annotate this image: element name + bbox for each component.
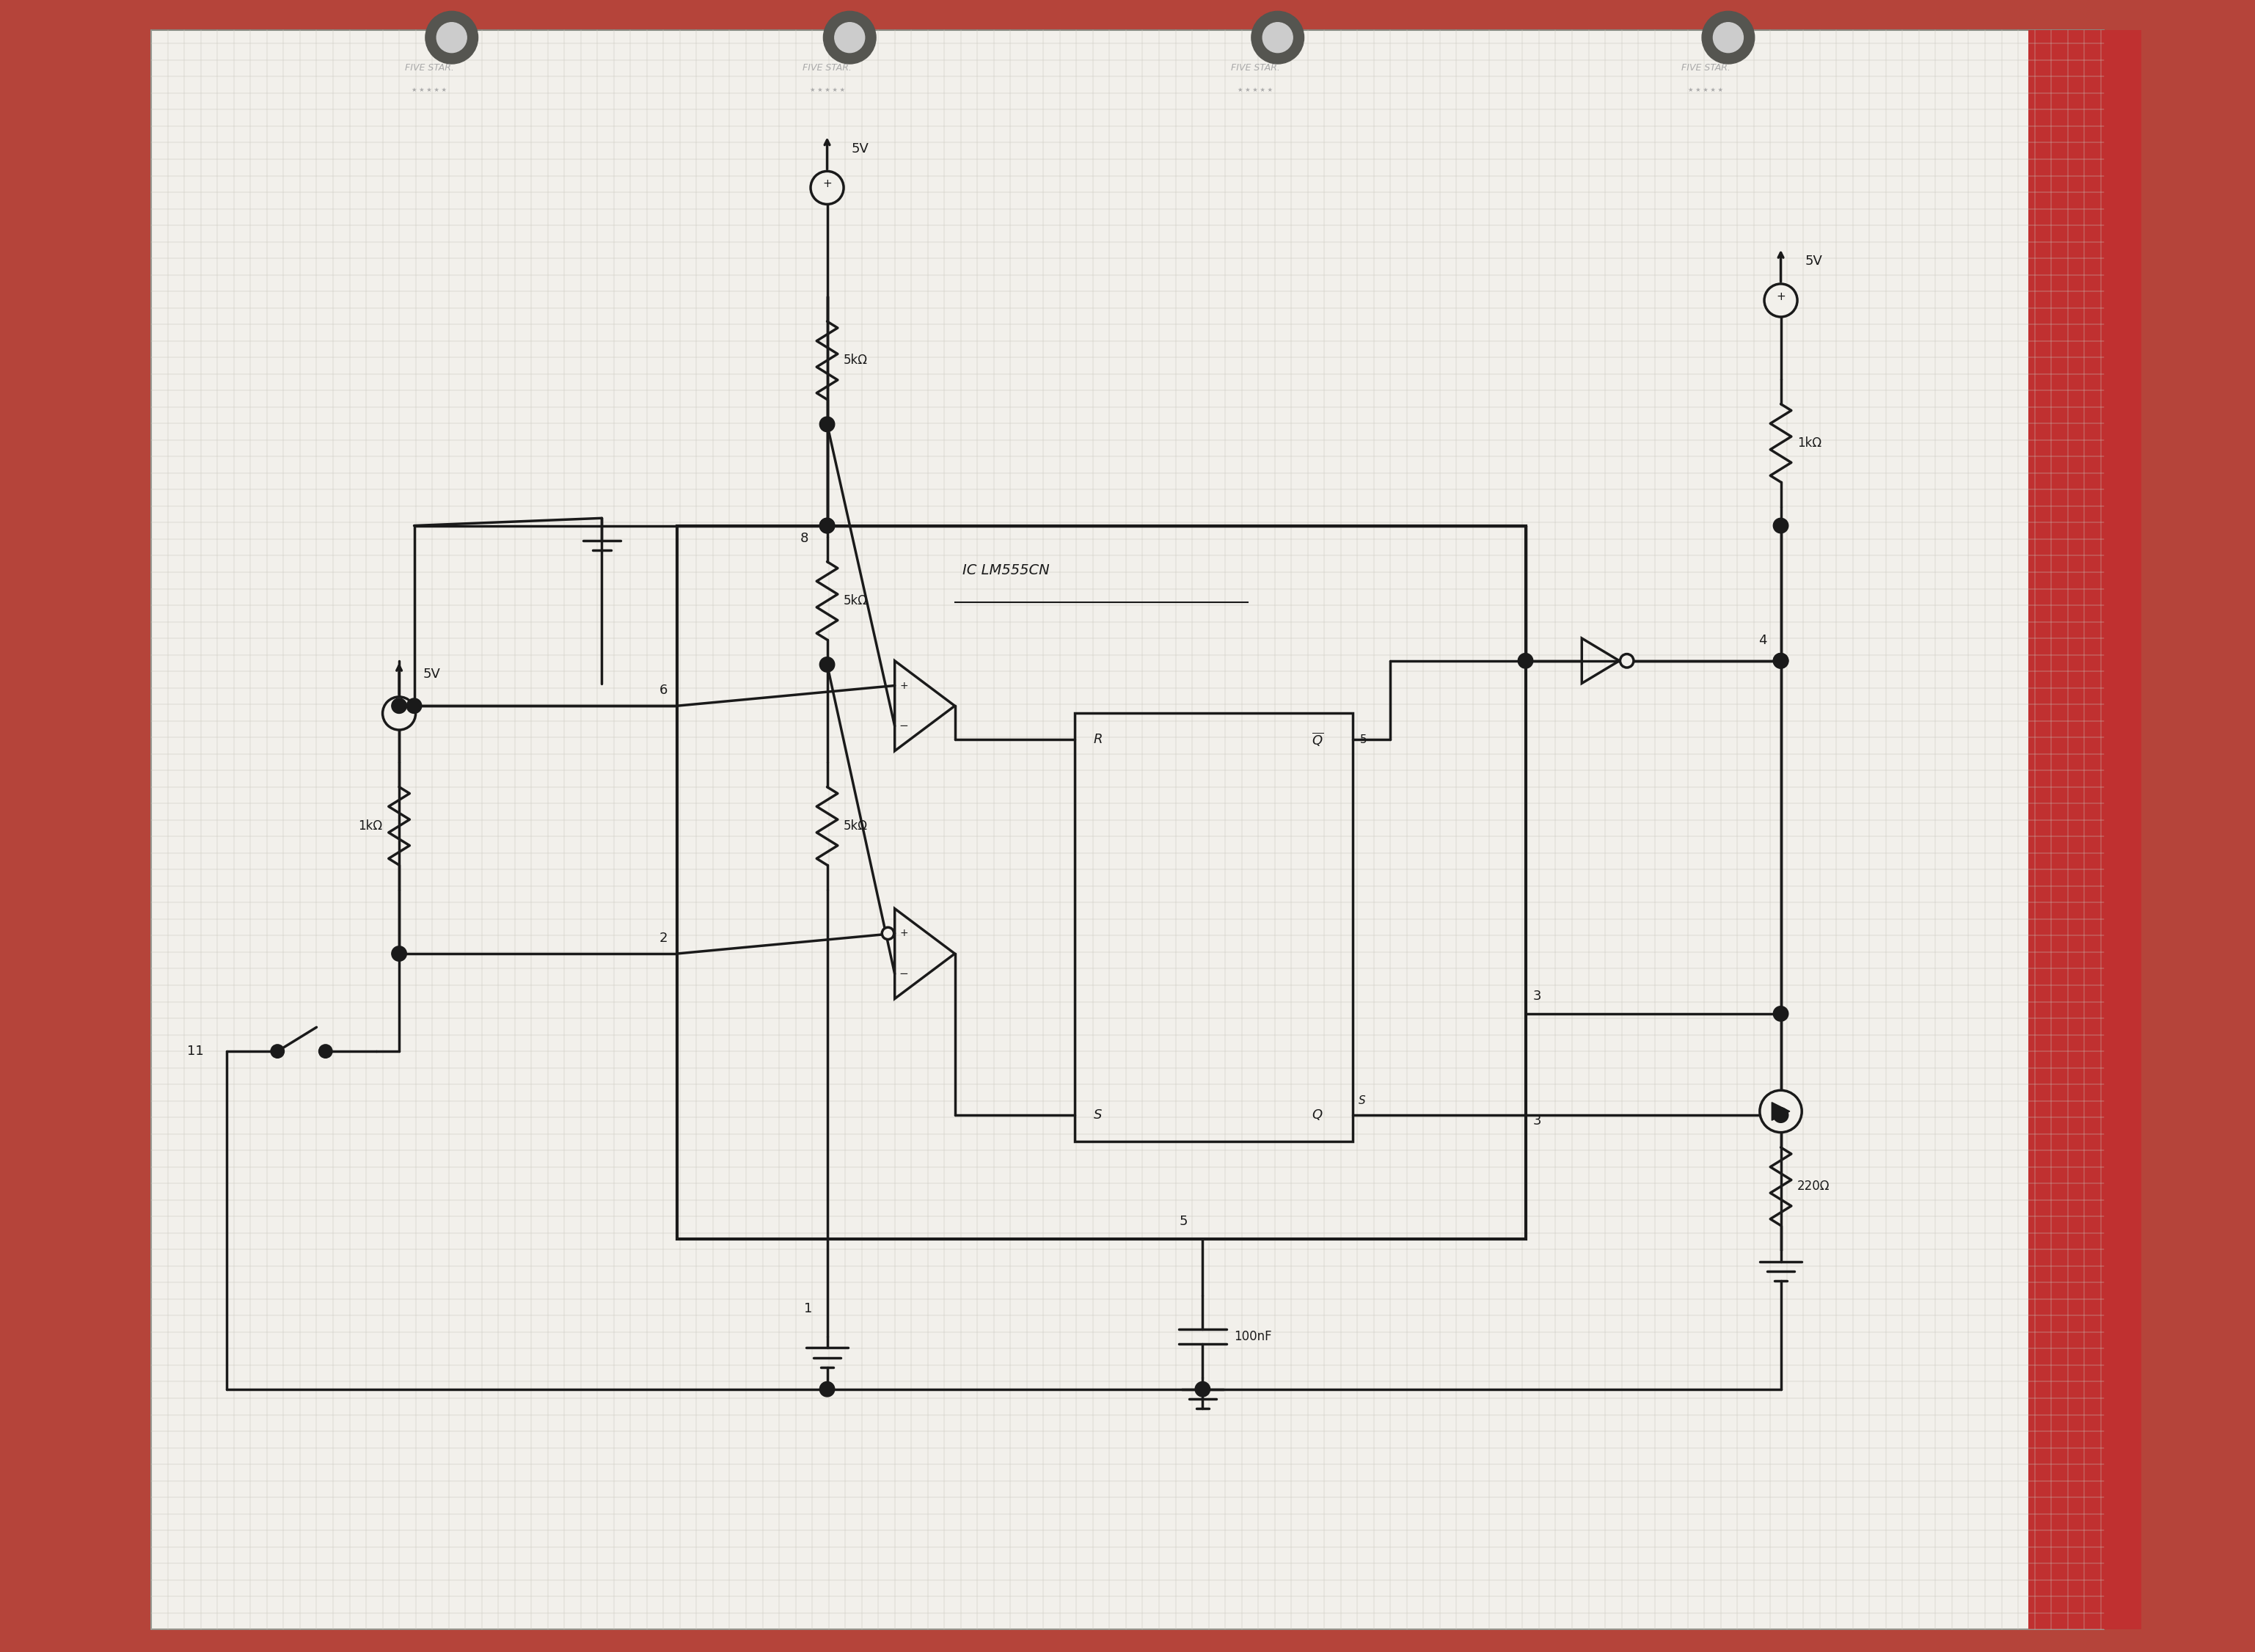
Text: 5kΩ: 5kΩ — [843, 595, 868, 608]
Text: +: + — [900, 681, 909, 691]
Circle shape — [1759, 1090, 1802, 1132]
Bar — [676, 525, 1524, 1239]
Circle shape — [383, 697, 415, 730]
Circle shape — [1714, 23, 1743, 53]
Text: 8: 8 — [801, 532, 807, 545]
Text: 5kΩ: 5kΩ — [843, 354, 868, 367]
Text: 2: 2 — [658, 932, 667, 945]
Text: +: + — [900, 928, 909, 938]
Text: FIVE STAR.: FIVE STAR. — [1682, 63, 1730, 73]
Text: 5: 5 — [1360, 733, 1367, 745]
Text: $\overline{Q}$: $\overline{Q}$ — [1312, 732, 1324, 748]
Text: 5V: 5V — [1804, 254, 1822, 268]
Text: FIVE STAR.: FIVE STAR. — [803, 63, 852, 73]
Text: 5kΩ: 5kΩ — [843, 819, 868, 833]
Circle shape — [271, 1044, 284, 1057]
Text: ★ ★ ★ ★ ★: ★ ★ ★ ★ ★ — [1689, 88, 1723, 94]
Text: 5V: 5V — [850, 142, 868, 155]
Text: FIVE STAR.: FIVE STAR. — [404, 63, 453, 73]
Circle shape — [823, 12, 875, 64]
Circle shape — [1772, 1006, 1788, 1021]
Circle shape — [819, 519, 834, 534]
Circle shape — [882, 927, 893, 940]
Text: 11: 11 — [187, 1044, 203, 1057]
Text: 220Ω: 220Ω — [1797, 1180, 1831, 1193]
Text: IC LM555CN: IC LM555CN — [963, 563, 1049, 577]
Text: 5: 5 — [1179, 1214, 1188, 1227]
Text: 1kΩ: 1kΩ — [1797, 436, 1822, 449]
Text: Q: Q — [1312, 1108, 1321, 1122]
Text: −: − — [900, 968, 909, 980]
Text: +: + — [823, 178, 832, 190]
Circle shape — [1772, 519, 1788, 534]
Text: 100nF: 100nF — [1233, 1330, 1272, 1343]
Text: ★ ★ ★ ★ ★: ★ ★ ★ ★ ★ — [810, 88, 846, 94]
Text: 3: 3 — [1533, 1115, 1542, 1128]
Circle shape — [1772, 653, 1788, 669]
Circle shape — [406, 699, 422, 714]
Circle shape — [1772, 1107, 1788, 1123]
Text: ★ ★ ★ ★ ★: ★ ★ ★ ★ ★ — [1238, 88, 1272, 94]
Text: S: S — [1094, 1108, 1103, 1122]
Text: 3: 3 — [1533, 990, 1542, 1003]
Circle shape — [834, 23, 864, 53]
Circle shape — [1195, 1381, 1211, 1396]
Circle shape — [819, 1381, 834, 1396]
Text: 5V: 5V — [424, 667, 440, 681]
Text: R: R — [1094, 733, 1103, 747]
Text: 1: 1 — [803, 1302, 812, 1315]
Text: +: + — [395, 704, 404, 715]
Text: ★ ★ ★ ★ ★: ★ ★ ★ ★ ★ — [413, 88, 446, 94]
Text: FIVE STAR.: FIVE STAR. — [1231, 63, 1279, 73]
Circle shape — [819, 519, 834, 534]
Circle shape — [1263, 23, 1292, 53]
Bar — [1076, 714, 1353, 1142]
Circle shape — [392, 699, 406, 714]
Text: −: − — [900, 720, 909, 732]
Text: S: S — [1360, 1095, 1367, 1107]
Text: 1kΩ: 1kΩ — [359, 819, 383, 833]
Circle shape — [1518, 653, 1533, 669]
Circle shape — [1619, 654, 1633, 667]
Polygon shape — [1772, 1102, 1790, 1120]
Circle shape — [1763, 284, 1797, 317]
Circle shape — [810, 172, 843, 205]
Circle shape — [1703, 12, 1754, 64]
Text: +: + — [1777, 291, 1786, 302]
Circle shape — [1252, 12, 1303, 64]
Circle shape — [318, 1044, 331, 1057]
Circle shape — [437, 23, 467, 53]
Circle shape — [819, 657, 834, 672]
Circle shape — [819, 416, 834, 431]
Text: 6: 6 — [661, 684, 667, 697]
Bar — [2030, 30, 2142, 1629]
Text: 4: 4 — [1759, 634, 1766, 648]
Circle shape — [426, 12, 478, 64]
Circle shape — [392, 947, 406, 961]
Circle shape — [1772, 653, 1788, 669]
